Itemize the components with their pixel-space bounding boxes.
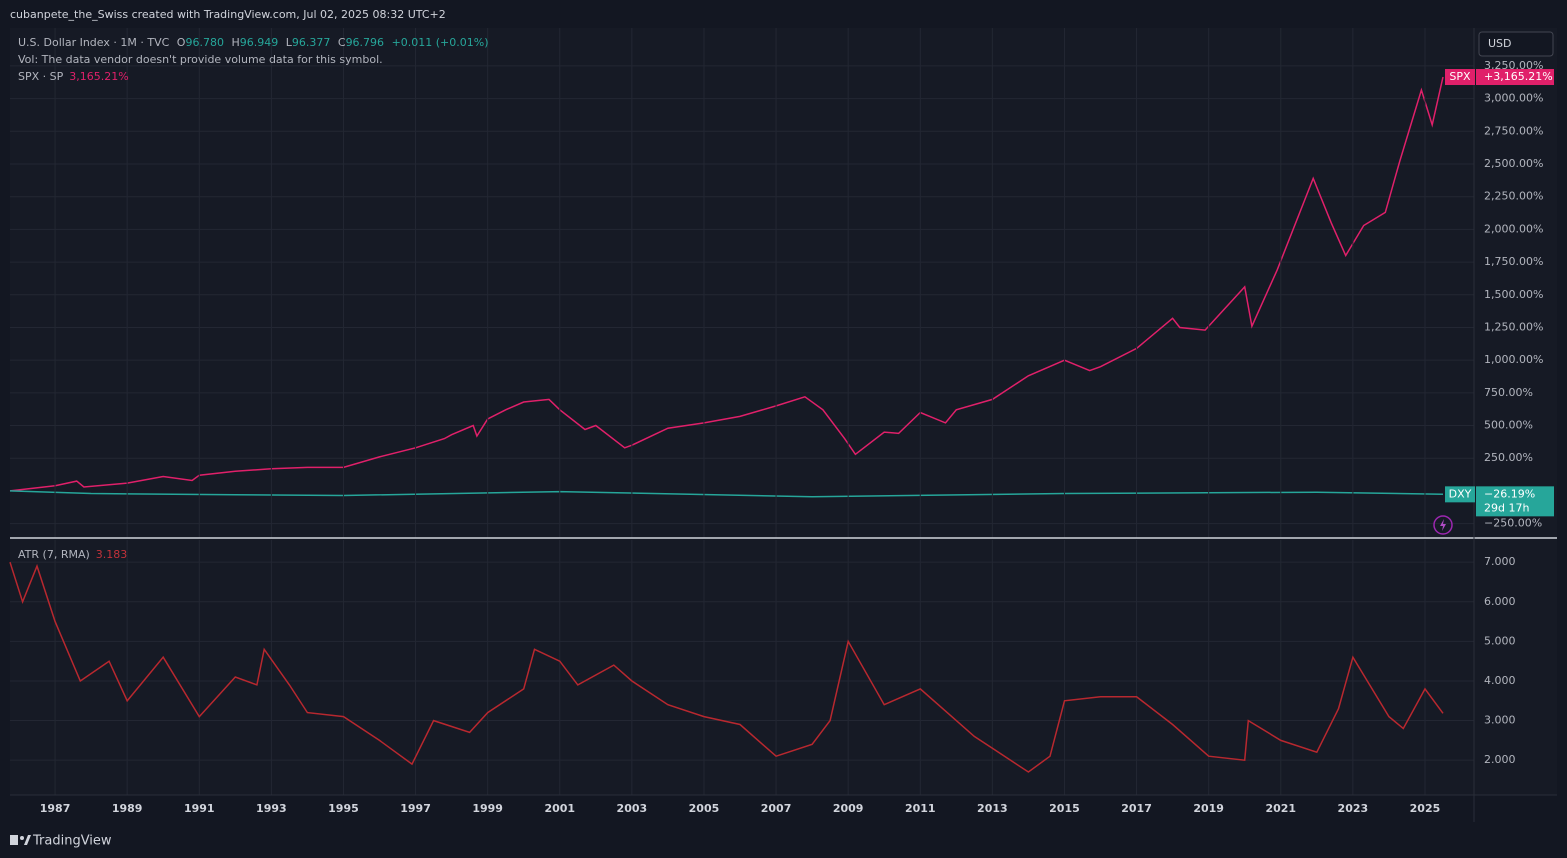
last-value-name: SPX (1449, 70, 1471, 83)
x-tick-label: 1993 (256, 802, 287, 815)
plots (9, 28, 1474, 795)
compare-value: 3,165.21% (69, 70, 128, 83)
last-value-label: −26.19% (1484, 487, 1535, 500)
x-tick-label: 2023 (1338, 802, 1369, 815)
countdown: 29d 17h (1484, 501, 1529, 514)
x-tick-label: 1999 (472, 802, 503, 815)
y-tick-label: 3.000 (1484, 714, 1516, 727)
header: cubanpete_the_Swiss created with Trading… (10, 8, 446, 21)
h-label: H (231, 36, 239, 49)
change: +0.011 (+0.01%) (392, 36, 489, 49)
x-tick-label: 1995 (328, 802, 359, 815)
x-tick-label: 1997 (400, 802, 431, 815)
last-value-label: +3,165.21% (1484, 70, 1553, 83)
x-tick-label: 2013 (977, 802, 1008, 815)
y-tick-label: 2,250.00% (1484, 190, 1543, 203)
y-tick-label: 6.000 (1484, 595, 1516, 608)
last-value-tag (1445, 69, 1475, 86)
currency[interactable]: USD (1488, 37, 1512, 50)
series-line (9, 561, 1444, 773)
last-value-box (1476, 486, 1554, 517)
c-value: 96.796 (346, 36, 385, 49)
h-value: 96.949 (240, 36, 279, 49)
y-tick-label: 2,500.00% (1484, 157, 1543, 170)
y-tick-label: 500.00% (1484, 419, 1533, 432)
currency-button[interactable] (1478, 31, 1554, 57)
atr-legend: ATR (7, RMA) 3.183 (18, 548, 127, 561)
alert-bolt (1440, 519, 1446, 531)
y-tick-label: 2.000 (1484, 753, 1516, 766)
x-tick-label: 2011 (905, 802, 936, 815)
c-label: C (338, 36, 346, 49)
series-line (9, 76, 1444, 492)
l-value: 96.377 (292, 36, 331, 49)
y-tick-label: 250.00% (1484, 451, 1533, 464)
x-tick-label: 2025 (1410, 802, 1441, 815)
l-label: L (286, 36, 293, 49)
y-tick-label: 1,000.00% (1484, 353, 1543, 366)
footer: TradingView (32, 834, 112, 849)
compare-legend: SPX · SP 3,165.21% (18, 70, 129, 83)
y-tick-label: 1,250.00% (1484, 320, 1543, 333)
y-tick-label: 3,250.00% (1484, 59, 1543, 72)
atr-title: ATR (7, RMA) (18, 548, 90, 561)
alert-icon[interactable] (1433, 515, 1453, 535)
y-tick-label: −250.00% (1484, 517, 1542, 530)
y-tick-label: 2,000.00% (1484, 222, 1543, 235)
x-tick-label: 2005 (689, 802, 720, 815)
x-tick-label: 1987 (40, 802, 71, 815)
y-tick-label: 7.000 (1484, 555, 1516, 568)
x-tick-label: 2009 (833, 802, 864, 815)
last-value-name: DXY (1449, 487, 1472, 500)
y-tick-label: 2,750.00% (1484, 124, 1543, 137)
volume-note: Vol: The data vendor doesn't provide vol… (18, 53, 383, 66)
x-tick-label: 1989 (112, 802, 143, 815)
last-value-tag (1445, 486, 1475, 503)
x-tick-label: 2021 (1265, 802, 1296, 815)
x-tick-label: 2001 (544, 802, 575, 815)
compare-symbol: SPX · SP (18, 70, 64, 83)
x-tick-label: 2017 (1121, 802, 1152, 815)
y-tick-label: 5.000 (1484, 634, 1516, 647)
y-tick-label: 1,750.00% (1484, 255, 1543, 268)
chart-area (10, 28, 1557, 795)
legend-line: U.S. Dollar Index · 1M · TVC O96.780 H96… (18, 36, 489, 49)
y-tick-label: 750.00% (1484, 386, 1533, 399)
y-tick-label: 1,500.00% (1484, 288, 1543, 301)
atr-value: 3.183 (96, 548, 128, 561)
x-tick-label: 2015 (1049, 802, 1080, 815)
x-tick-label: 1991 (184, 802, 215, 815)
y-tick-label: 3,000.00% (1484, 92, 1543, 105)
symbol: U.S. Dollar Index · 1M · TVC (18, 36, 170, 49)
logo (10, 835, 31, 845)
last-value-box (1476, 69, 1554, 86)
x-tick-label: 2003 (617, 802, 648, 815)
o-value: 96.780 (185, 36, 224, 49)
o-label: O (177, 36, 186, 49)
x-tick-label: 2019 (1193, 802, 1224, 815)
x-tick-label: 2007 (761, 802, 792, 815)
y-tick-label: 4.000 (1484, 674, 1516, 687)
